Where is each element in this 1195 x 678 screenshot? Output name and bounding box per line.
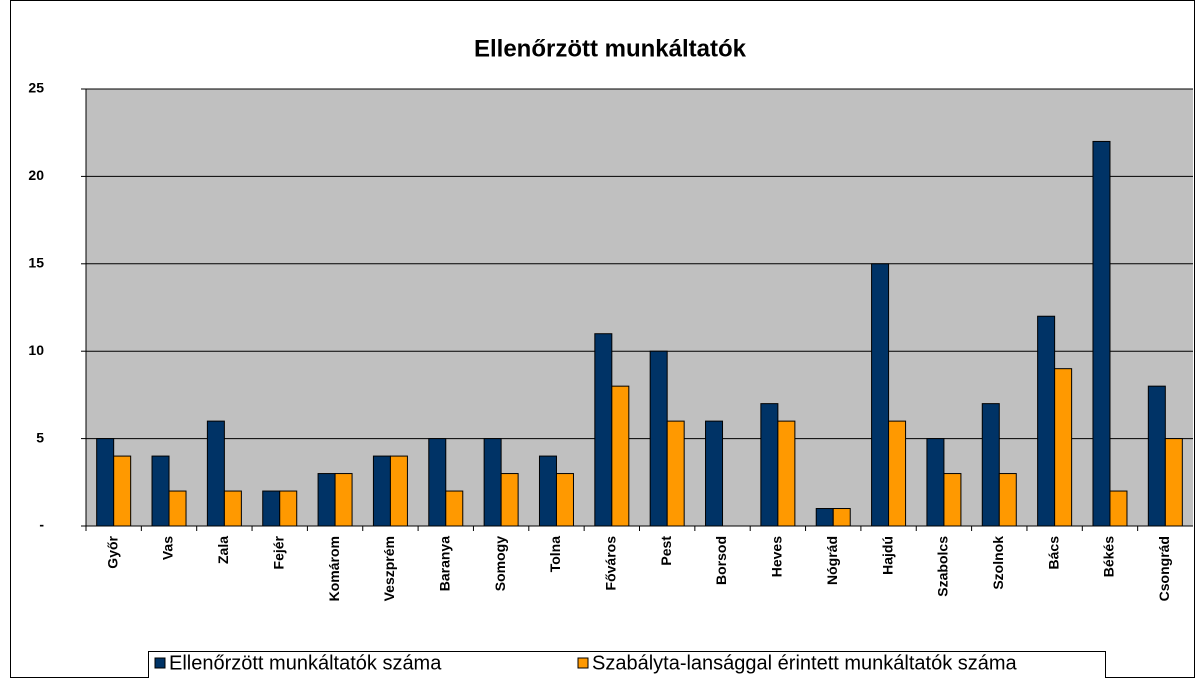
x-tick-label: Bács [1045,536,1061,570]
x-tick-label: Győr [104,535,120,568]
plot-area [86,89,1193,526]
bar [1109,490,1128,527]
y-tick-label: 10 [28,342,44,358]
bar [372,455,391,527]
x-tick-label: Heves [769,536,785,577]
bar [113,455,132,527]
x-tick-label: Veszprém [381,536,397,601]
x-tick-label: Csongrád [1156,536,1172,601]
bar [428,438,447,527]
x-tick-label: Főváros [603,536,619,591]
bar [943,473,962,527]
bar [334,473,353,527]
bar [649,350,668,527]
bar [279,490,298,527]
bar [206,420,225,527]
bar [1147,385,1166,527]
bar [594,333,613,527]
x-tick-label: Hajdú [879,536,895,575]
legend-swatch [154,657,166,669]
y-tick-label: 20 [28,167,44,183]
bar [981,403,1000,527]
bar [223,490,242,527]
x-tick-label: Fejér [270,535,286,569]
bar [888,420,907,527]
x-tick-label: Baranya [436,536,452,591]
bar [832,508,851,527]
chart-title: Ellenőrzött munkáltatók [474,35,747,62]
x-tick-label: Pest [658,536,674,566]
bar [389,455,408,527]
bar [555,473,574,527]
legend-label: Szabályta-lansággal érintett munkáltatók… [592,652,1018,674]
bar [538,455,557,527]
x-tick-label: Komárom [326,536,342,601]
x-tick-label: Nógrád [824,536,840,585]
legend-swatch [577,657,589,669]
y-tick-label: - [39,517,44,533]
bar [1037,315,1056,527]
bar [483,438,502,527]
bar [96,438,115,527]
bar [151,455,170,527]
x-tick-label: Tolna [547,536,563,573]
bar [777,420,796,527]
bar [998,473,1017,527]
bar [1054,368,1073,527]
bar [262,490,281,527]
bar [1164,438,1183,527]
x-tick-label: Zala [215,536,231,564]
x-tick-label: Borsod [713,536,729,585]
x-tick-label: Vas [160,536,176,560]
y-tick-label: 15 [28,255,44,271]
x-tick-label: Somogy [492,536,508,591]
x-tick-label: Szolnok [990,536,1006,590]
bar [815,508,834,527]
x-tick-label: Szabolcs [935,536,951,597]
bar [926,438,945,527]
bar [317,473,336,527]
bar [760,403,779,527]
bar [666,420,685,527]
legend-label: Ellenőrzött munkáltatók száma [169,652,442,674]
x-tick-label: Békés [1101,536,1117,577]
y-tick-label: 5 [36,429,44,445]
bar [500,473,519,527]
bar [1092,140,1111,527]
bar [611,385,630,527]
y-tick-label: 25 [28,80,44,96]
bar [168,490,187,527]
bar [871,263,890,527]
legend-box [148,651,1106,678]
bar [445,490,464,527]
bar [705,420,724,527]
